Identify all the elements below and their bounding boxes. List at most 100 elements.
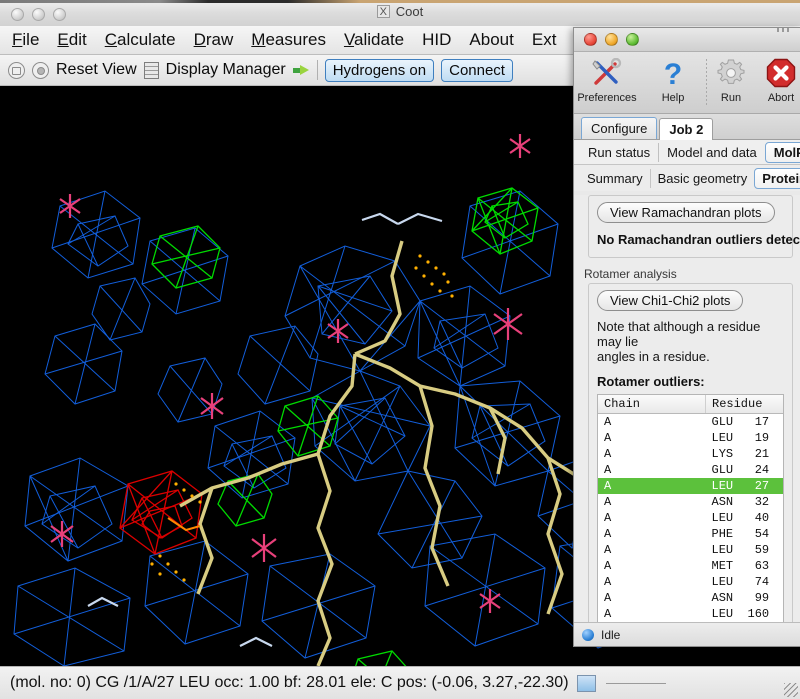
rotamer-outliers-table[interactable]: Chain Residue A GLU 17 A LEU 19 A LYS 21 A GLU … bbox=[598, 395, 783, 639]
tab-molprobity[interactable]: MolProbit bbox=[764, 141, 800, 163]
help-label: Help bbox=[661, 92, 685, 104]
column-header-residue[interactable]: Residue bbox=[705, 395, 783, 414]
stereo-mode-icon[interactable] bbox=[32, 61, 49, 79]
table-row[interactable]: A LEU 40 bbox=[598, 510, 783, 526]
display-mode-icon[interactable] bbox=[8, 61, 25, 79]
coot-titlebar[interactable]: X Coot bbox=[0, 0, 800, 27]
x11-icon: X bbox=[376, 5, 390, 18]
close-button[interactable] bbox=[11, 7, 24, 21]
cell-chain: A bbox=[598, 478, 706, 494]
table-row[interactable]: A ASN 99 bbox=[598, 590, 783, 606]
menu-edit[interactable]: Edit bbox=[57, 30, 87, 49]
preferences-label: Preferences bbox=[577, 92, 637, 104]
cell-chain: A bbox=[604, 591, 612, 605]
tab-configure[interactable]: Configure bbox=[581, 117, 658, 139]
tab-basic-geometry[interactable]: Basic geometry bbox=[649, 168, 755, 188]
minimize-button[interactable] bbox=[605, 33, 618, 46]
table-row[interactable]: A GLU 24 bbox=[598, 462, 783, 478]
cell-residue: MET 63 bbox=[711, 559, 770, 573]
tab-run-status[interactable]: Run status bbox=[588, 144, 651, 160]
rotamer-analysis-section: View Chi1-Chi2 plots Note that although … bbox=[588, 283, 793, 646]
coot-statusbar: (mol. no: 0) CG /1/A/27 LEU occ: 1.00 bf… bbox=[0, 666, 800, 699]
cell-chain: A bbox=[604, 431, 612, 445]
stop-x-icon bbox=[766, 56, 796, 90]
table-row[interactable]: A LEU 27 bbox=[598, 478, 783, 494]
connect-button[interactable]: Connect bbox=[441, 58, 513, 82]
menu-extensions[interactable]: Ext bbox=[531, 30, 557, 49]
ccp4i2-window-controls[interactable] bbox=[584, 33, 639, 46]
menu-measures[interactable]: Measures bbox=[251, 30, 326, 49]
tab-model-and-data[interactable]: Model and data bbox=[658, 142, 765, 162]
rotamer-table-body: A GLU 17 A LEU 19 A LYS 21 A GLU 24 A LEU 27 A ASN … bbox=[598, 414, 783, 639]
run-button[interactable]: Run bbox=[707, 56, 755, 104]
maximize-button[interactable] bbox=[626, 33, 639, 46]
menu-validate[interactable]: Validate bbox=[343, 30, 405, 49]
display-manager-icon[interactable] bbox=[143, 61, 159, 79]
cell-chain: A bbox=[604, 495, 612, 509]
cell-residue: LEU 27 bbox=[705, 478, 783, 494]
table-row[interactable]: A LYS 21 bbox=[598, 446, 783, 462]
tab-protein[interactable]: Protein bbox=[754, 167, 800, 189]
job-section-tab-bar[interactable]: Run status Model and data MolProbit bbox=[574, 140, 800, 165]
table-row[interactable]: A LEU 160 bbox=[598, 606, 783, 622]
table-row[interactable]: A LEU 19 bbox=[598, 430, 783, 446]
resize-grip[interactable] bbox=[784, 683, 798, 697]
rotamer-outliers-heading: Rotamer outliers: bbox=[597, 374, 705, 389]
table-row[interactable]: A LEU 74 bbox=[598, 574, 783, 590]
ccp4i2-toolbar[interactable]: Preferences ? Help Run bbox=[574, 52, 800, 114]
reset-view-button[interactable]: Reset View bbox=[56, 61, 137, 78]
hydrogens-on-button[interactable]: Hydrogens on bbox=[324, 58, 435, 82]
view-ramachandran-plots-button[interactable]: View Ramachandran plots bbox=[597, 202, 775, 223]
help-button[interactable]: ? Help bbox=[640, 56, 706, 104]
table-row[interactable]: A LEU 59 bbox=[598, 542, 783, 558]
cell-chain: A bbox=[604, 543, 612, 557]
table-header-row: Chain Residue bbox=[598, 395, 783, 414]
status-label: Idle bbox=[601, 627, 621, 642]
atom-info-status-text: (mol. no: 0) CG /1/A/27 LEU occ: 1.00 bf… bbox=[10, 674, 569, 691]
cell-residue: ASN 32 bbox=[711, 495, 770, 509]
cell-chain: A bbox=[604, 415, 612, 429]
table-row[interactable]: A GLU 17 bbox=[598, 414, 783, 431]
abort-button[interactable]: Abort bbox=[755, 56, 800, 104]
minimize-button[interactable] bbox=[32, 7, 45, 21]
rotamer-outliers-table-wrap[interactable]: Chain Residue A GLU 17 A LEU 19 A LYS 21 A GLU … bbox=[597, 394, 784, 646]
menu-about[interactable]: About bbox=[469, 30, 514, 49]
table-row[interactable]: A ASN 32 bbox=[598, 494, 783, 510]
cell-chain: A bbox=[604, 447, 612, 461]
cell-residue: LEU 40 bbox=[711, 511, 770, 525]
job-tab-bar[interactable]: Configure Job 2 bbox=[574, 114, 800, 140]
tab-job-2[interactable]: Job 2 bbox=[659, 118, 714, 140]
abort-label: Abort bbox=[767, 92, 795, 104]
status-divider-line bbox=[605, 682, 666, 684]
coot-window-controls[interactable] bbox=[11, 7, 66, 21]
view-chi1-chi2-plots-button[interactable]: View Chi1-Chi2 plots bbox=[597, 290, 744, 311]
cell-chain: A bbox=[604, 575, 612, 589]
preferences-button[interactable]: Preferences bbox=[574, 56, 640, 104]
close-button[interactable] bbox=[584, 33, 597, 46]
maximize-button[interactable] bbox=[53, 7, 66, 21]
coot-title-text: Coot bbox=[395, 4, 424, 19]
rotamer-note-line-1: Note that although a residue may lie bbox=[597, 319, 761, 349]
svg-text:?: ? bbox=[664, 58, 682, 88]
titlebar-grip-icon bbox=[777, 28, 791, 32]
table-row[interactable]: A PHE 54 bbox=[598, 526, 783, 542]
display-manager-button[interactable]: Display Manager bbox=[165, 61, 286, 78]
molprobity-tab-bar[interactable]: Summary Basic geometry Protein Cl bbox=[574, 165, 800, 191]
ramachandran-section: View Ramachandran plots No Ramachandran … bbox=[588, 195, 800, 258]
status-indicator-icon bbox=[582, 628, 594, 641]
ccp4i2-titlebar[interactable] bbox=[574, 28, 800, 52]
go-to-atom-icon[interactable] bbox=[292, 64, 310, 76]
cell-residue: PHE 54 bbox=[711, 527, 770, 541]
cell-residue: LYS 21 bbox=[711, 447, 770, 461]
menu-hid[interactable]: HID bbox=[422, 30, 452, 49]
menu-file[interactable]: File bbox=[12, 30, 40, 49]
tools-icon bbox=[591, 56, 623, 90]
menu-draw[interactable]: Draw bbox=[193, 30, 234, 49]
cell-residue: ASN 99 bbox=[711, 591, 770, 605]
menu-calculate[interactable]: Calculate bbox=[104, 30, 176, 49]
table-row[interactable]: A MET 63 bbox=[598, 558, 783, 574]
column-header-chain[interactable]: Chain bbox=[598, 395, 706, 414]
gear-icon bbox=[716, 56, 746, 90]
ramachandran-outliers-message: No Ramachandran outliers detecte bbox=[597, 232, 800, 247]
tab-summary[interactable]: Summary bbox=[587, 170, 643, 186]
